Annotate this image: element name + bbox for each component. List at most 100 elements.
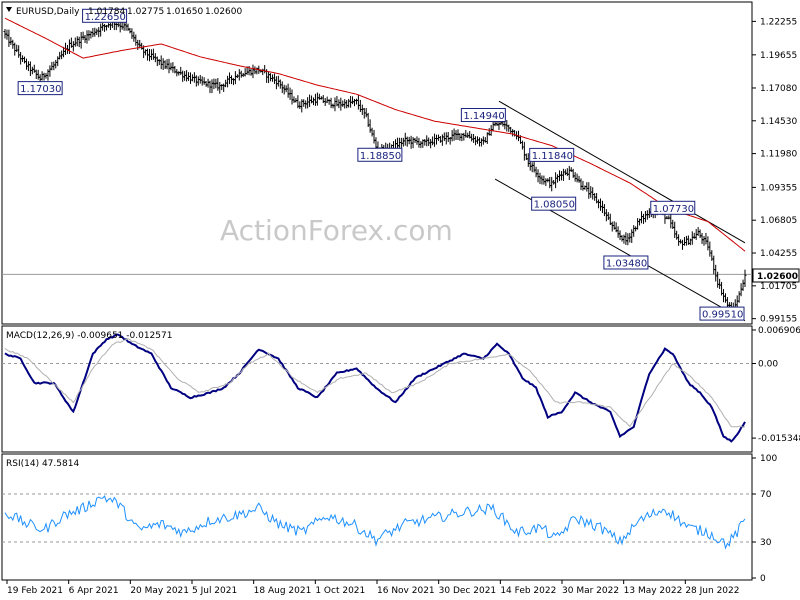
price-annotation-box	[357, 147, 403, 162]
ohlc-bar	[73, 37, 77, 47]
ohlc-bar	[563, 169, 567, 176]
ohlc-bar	[286, 83, 290, 98]
ohlc-bar	[28, 61, 32, 76]
ohlc-bar	[706, 236, 710, 251]
ohlc-bar	[511, 129, 515, 137]
dropdown-triangle-icon[interactable]	[6, 7, 12, 12]
ohlc-bar	[167, 58, 171, 74]
ohlc-bar	[30, 66, 34, 75]
ohlc-bar	[610, 221, 614, 232]
ohlc-bar	[431, 136, 435, 146]
ohlc-bar	[261, 68, 265, 76]
ohlc-open: 1.01784	[88, 7, 125, 17]
rsi-ytick-label: 0	[760, 574, 766, 584]
price-annotation: 0.99510	[699, 306, 745, 321]
ohlc-bar	[433, 133, 437, 147]
ohlc-bar	[452, 128, 456, 141]
ohlc-bar	[739, 283, 743, 297]
ohlc-bar	[9, 36, 13, 46]
price-ytick-label: 1.14530	[760, 117, 797, 127]
ohlc-bar	[698, 229, 702, 239]
ohlc-bar	[249, 68, 253, 76]
ohlc-bar	[370, 127, 374, 137]
ohlc-bar	[126, 23, 130, 31]
ohlc-bar	[599, 198, 603, 211]
ohlc-bar	[128, 27, 132, 34]
ohlc-bar	[56, 56, 60, 67]
macd-ytick-label: 0.00	[758, 360, 778, 370]
price-ytick-label: 1.01705	[760, 282, 797, 292]
ohlc-bar	[333, 97, 337, 112]
price-layer: 1.22650 1.17030 1.18850 1.14940 1.11840 1.080…	[2, 8, 752, 322]
ohlc-bar	[423, 139, 427, 146]
ohlc-bar	[103, 23, 107, 32]
rsi-layer	[2, 493, 752, 550]
ohlc-bar	[712, 255, 716, 275]
rsi-ytick-label: 30	[760, 538, 772, 548]
ohlc-bar	[114, 22, 118, 31]
price-annotation-label: 1.22650	[85, 12, 126, 23]
ohlc-bar	[251, 64, 255, 79]
ohlc-bar	[311, 97, 315, 106]
ohlc-bar	[269, 73, 273, 82]
ohlc-bar	[26, 61, 30, 72]
ohlc-bar	[640, 211, 644, 224]
ohlc-bar	[522, 141, 526, 161]
ohlc-bar	[597, 199, 601, 209]
ohlc-bar	[673, 221, 677, 238]
ohlc-bar	[233, 71, 237, 85]
ohlc-bar	[677, 234, 681, 246]
xtick-label: 30 Dec 2021	[439, 586, 497, 596]
ohlc-bar	[347, 98, 351, 108]
ohlc-bar	[477, 137, 481, 147]
ohlc-bar	[341, 100, 345, 107]
ohlc-bar	[587, 182, 591, 199]
ohlc-bar	[200, 76, 204, 86]
ohlc-bar	[427, 137, 431, 146]
ohlc-bar	[585, 182, 589, 192]
rsi-ytick-label: 100	[760, 454, 777, 464]
ohlc-bar	[210, 79, 214, 94]
ohlc-bar	[163, 60, 167, 70]
price-annotation-box	[460, 108, 506, 123]
ohlc-bar	[188, 72, 192, 84]
ohlc-bar	[185, 70, 189, 82]
ohlc-bar	[542, 175, 546, 185]
ohlc-bar	[444, 132, 448, 145]
ohlc-bar	[419, 141, 423, 149]
ohlc-bar	[204, 81, 208, 87]
ohlc-bar	[620, 235, 624, 242]
ohlc-bar	[708, 241, 712, 257]
ohlc-bar	[442, 132, 446, 142]
ohlc-bar	[11, 39, 15, 49]
ohlc-bar	[558, 170, 562, 182]
rsi-line	[4, 495, 746, 550]
macd-layer	[2, 333, 752, 443]
macd-ytick-label: -0.015348	[758, 434, 800, 444]
ohlc-bar	[292, 96, 296, 103]
ohlc-bar	[349, 95, 353, 108]
ohlc-bar	[108, 23, 112, 31]
ohlc-bar	[704, 232, 708, 245]
price-ytick-label: 1.11980	[760, 150, 797, 160]
xtick-label: 13 May 2022	[624, 586, 683, 596]
ohlc-bar	[99, 23, 103, 37]
ohlc-bar	[718, 278, 722, 289]
ohlc-bar	[151, 48, 155, 60]
ohlc-bar	[169, 62, 173, 71]
ohlc-bar	[181, 70, 185, 82]
ohlc-bar	[446, 131, 450, 143]
ohlc-bar	[630, 229, 634, 243]
ohlc-bar	[358, 99, 362, 112]
ohlc-bar	[147, 48, 151, 62]
ohlc-bar	[218, 81, 222, 94]
ohlc-bar	[700, 232, 704, 244]
ohlc-bar	[77, 36, 81, 48]
ohlc-bar	[48, 65, 52, 77]
ohlc-bar	[364, 108, 368, 118]
ohlc-bar	[591, 187, 595, 200]
moving-average-line	[4, 17, 746, 252]
symbol-title: EURUSD,Daily	[16, 7, 80, 17]
ohlc-bar	[684, 235, 688, 246]
ohlc-bar	[530, 162, 534, 173]
